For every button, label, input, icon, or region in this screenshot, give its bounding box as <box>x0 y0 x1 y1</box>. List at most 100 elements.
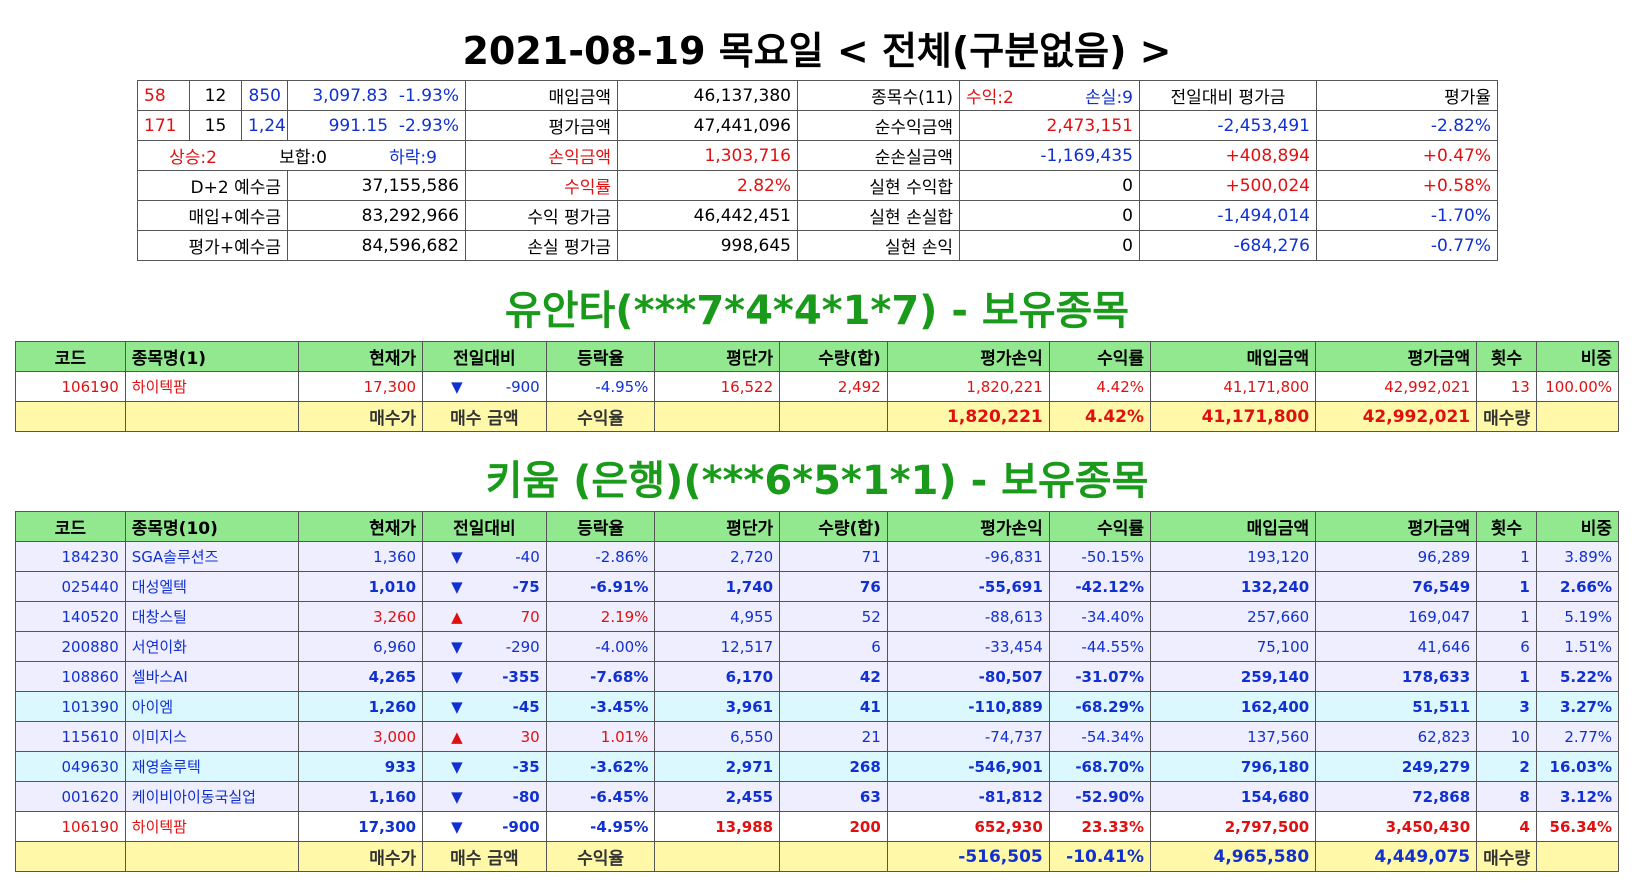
prev-day-change: ▲ 70 <box>422 601 547 632</box>
net-profit: 2,473,151 <box>959 110 1140 141</box>
total-return-rate: -10.41% <box>1048 841 1152 872</box>
table-row[interactable]: 101390 아이엠 1,260 ▼ -45 -3.45% 3,961 41 -110,889-… <box>15 691 1620 722</box>
net-loss: -1,169,435 <box>959 140 1140 171</box>
label-eval-rate: 평가율 <box>1316 80 1498 111</box>
weight: 2.66% <box>1535 571 1620 602</box>
label-net-profit: 순수익금액 <box>797 110 960 141</box>
stock-name[interactable]: 대창스틸 <box>124 601 300 632</box>
kospi-index: 3,097.83 -1.93% <box>287 80 466 111</box>
change-rate: -4.95% <box>545 811 656 842</box>
table-row[interactable]: 106190 하이텍팜 17,300 ▼ -900 -4.95% 16,522 2… <box>15 371 1620 402</box>
stock-name[interactable]: 이미지스 <box>124 721 300 752</box>
col-header: 평단가 <box>654 341 781 372</box>
weight: 2.77% <box>1535 721 1620 752</box>
stock-name[interactable]: 케이비아이동국실업 <box>124 781 300 812</box>
total-eval-pnl: -516,505 <box>886 841 1050 872</box>
trade-count: 3 <box>1476 691 1537 722</box>
buy-amount: 132,240 <box>1150 571 1317 602</box>
down-triangle-icon: ▼ <box>451 787 463 806</box>
stock-name[interactable]: 아이엠 <box>124 691 300 722</box>
kosdaq-index: 991.15 -2.93% <box>287 110 466 141</box>
table-row[interactable]: 140520 대창스틸 3,260 ▲ 70 2.19% 4,955 52 -88,613 -34… <box>15 601 1620 632</box>
buy-plus-deposit: 83,292,966 <box>287 200 466 231</box>
current-price: 4,265 <box>298 661 424 692</box>
buy-amount: 257,660 <box>1150 601 1317 632</box>
eval-plus-deposit: 84,596,682 <box>287 230 466 261</box>
eval-pnl: -33,454 <box>886 631 1050 662</box>
summary-row: D+2 예수금 37,155,586 수익률 2.82% 실현 수익합 0 +5… <box>137 170 1632 201</box>
d2-deposit: 37,155,586 <box>287 170 466 201</box>
col-header: 수익률 <box>1048 341 1152 372</box>
eval-amount: 3,450,430 <box>1315 811 1478 842</box>
total-row: 매수가 매수 금액 수익율 1,820,221 4.42% 41,171,800… <box>15 401 1620 432</box>
col-header: 비중 <box>1535 341 1620 372</box>
weight: 1.51% <box>1535 631 1620 662</box>
col-header: 수익률 <box>1048 511 1152 542</box>
weight: 56.34% <box>1535 811 1620 842</box>
label-return-rate: 수익률 <box>465 170 618 201</box>
eval-pnl: -81,812 <box>886 781 1050 812</box>
label-eval-amount: 평가금액 <box>465 110 618 141</box>
stock-name[interactable]: 재영솔루텍 <box>124 751 300 782</box>
label-buy-plus-deposit: 매입+예수금 <box>137 200 288 231</box>
current-price: 17,300 <box>298 811 424 842</box>
eval-amount: 72,868 <box>1315 781 1478 812</box>
eval-pnl: -80,507 <box>886 661 1050 692</box>
current-price: 6,960 <box>298 631 424 662</box>
quantity: 63 <box>779 781 888 812</box>
return-rate: -68.29% <box>1048 691 1152 722</box>
stock-code: 184230 <box>15 541 126 572</box>
col-header: 비중 <box>1535 511 1620 542</box>
flat-count-kospi: 12 <box>189 80 242 111</box>
table-row[interactable]: 025440 대성엘텍 1,010 ▼ -75 -6.91% 1,740 76 -55,691-… <box>15 571 1620 602</box>
table-row[interactable]: 049630 재영솔루텍 933 ▼ -35 -3.62% 2,971 268 -546,901… <box>15 751 1620 782</box>
table-row[interactable]: 001620 케이비아이동국실업 1,160 ▼ -80 -6.45% 2,455 63 -81… <box>15 781 1620 812</box>
col-header: 평단가 <box>654 511 781 542</box>
table-row[interactable]: 184230 SGA솔루션즈 1,360 ▼ -40 -2.86% 2,720 71 -96,8… <box>15 541 1620 572</box>
col-header: 등락율 <box>545 341 656 372</box>
down-count-kosdaq: 1,241 <box>241 110 288 141</box>
table-row[interactable]: 200880 서연이화 6,960 ▼ -290 -4.00% 12,517 6 -33,454… <box>15 631 1620 662</box>
prev-day-change: ▲ 30 <box>422 721 547 752</box>
col-header: 전일대비 <box>422 341 547 372</box>
down-triangle-icon: ▼ <box>451 637 463 656</box>
return-rate: -68.70% <box>1048 751 1152 782</box>
table-header: 코드 종목명(10) 현재가 전일대비 등락율 평단가 수량(합) 평가손익 수… <box>15 511 1620 542</box>
stock-name[interactable]: 대성엘텍 <box>124 571 300 602</box>
eval-amount: 178,633 <box>1315 661 1478 692</box>
eval-pnl: -96,831 <box>886 541 1050 572</box>
buy-amount: 193,120 <box>1150 541 1317 572</box>
stock-name[interactable]: SGA솔루션즈 <box>124 541 300 572</box>
summary-row: 171 15 1,241 991.15 -2.93% 평가금액 47,441,0… <box>137 110 1632 141</box>
eval-amount: 41,646 <box>1315 631 1478 662</box>
label-realized-pnl: 실현 손익 <box>797 230 960 261</box>
current-price: 933 <box>298 751 424 782</box>
table-row[interactable]: 115610 이미지스 3,000 ▲ 30 1.01% 6,550 21 -74,737 -54… <box>15 721 1620 752</box>
stock-name[interactable]: 하이텍팜 <box>124 371 300 402</box>
quantity: 71 <box>779 541 888 572</box>
eval-amount: 47,441,096 <box>617 110 798 141</box>
label-d2-deposit: D+2 예수금 <box>137 170 288 201</box>
col-header: 종목명(1) <box>124 341 300 372</box>
return-rate: 2.82% <box>617 170 798 201</box>
prev-day-change: ▼ -900 <box>422 811 547 842</box>
up-count-kosdaq: 171 <box>137 110 190 141</box>
stock-name[interactable]: 하이텍팜 <box>124 811 300 842</box>
change-rate: -4.00% <box>545 631 656 662</box>
label-buy-qty: 매수량 <box>1476 401 1537 432</box>
buy-amount: 154,680 <box>1150 781 1317 812</box>
table-row[interactable]: 108860 셀바스AI 4,265 ▼ -355 -7.68% 6,170 42 -80,50… <box>15 661 1620 692</box>
stock-name[interactable]: 서연이화 <box>124 631 300 662</box>
trade-count: 8 <box>1476 781 1537 812</box>
change-rate: -2.86% <box>545 541 656 572</box>
summary-row: 상승:2 보합:0 하락:9 손익금액 1,303,716 순손실금액 -1,169… <box>137 140 1632 171</box>
stock-name[interactable]: 셀바스AI <box>124 661 300 692</box>
col-header: 코드 <box>15 511 126 542</box>
stock-code: 200880 <box>15 631 126 662</box>
change-rate: -4.95% <box>545 371 656 402</box>
kiwoom-section-title: 키움 (은행)(***6*5*1*1) - 보유종목 <box>485 458 1149 504</box>
table-row[interactable]: 106190 하이텍팜 17,300 ▼ -900 -4.95% 13,988 200 652,… <box>15 811 1620 842</box>
rate-5: -0.77% <box>1316 230 1498 261</box>
stock-code: 106190 <box>15 811 126 842</box>
weight: 3.12% <box>1535 781 1620 812</box>
